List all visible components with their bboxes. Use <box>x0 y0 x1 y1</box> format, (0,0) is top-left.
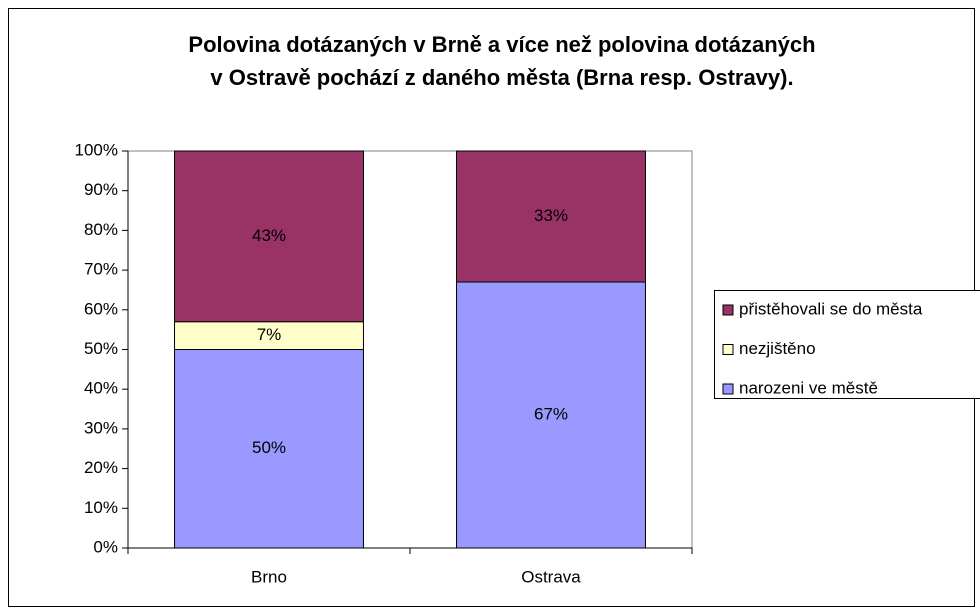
chart-title: Polovina dotázaných v Brně a více než po… <box>188 32 815 57</box>
y-tick-label: 30% <box>84 418 118 437</box>
data-label: 33% <box>534 206 568 225</box>
data-label: 50% <box>252 438 286 457</box>
legend-label: přistěhovali se do města <box>739 299 923 318</box>
chart-title: v Ostravě pochází z daného města (Brna r… <box>210 65 793 90</box>
bar-segment <box>456 150 646 283</box>
y-tick-label: 0% <box>93 537 118 556</box>
bar-segment <box>174 150 364 323</box>
legend-label: nezjištěno <box>739 339 816 358</box>
x-tick-label: Ostrava <box>521 567 581 586</box>
bar-segment <box>174 321 364 350</box>
legend-label: narozeni ve městě <box>739 378 878 397</box>
legend-swatch <box>722 304 734 316</box>
legend-box <box>714 290 980 399</box>
legend-swatch <box>722 383 734 395</box>
y-tick-label: 100% <box>75 140 118 159</box>
y-tick-label: 10% <box>84 498 118 517</box>
y-tick-label: 70% <box>84 260 118 279</box>
y-tick-label: 60% <box>84 299 118 318</box>
y-tick-label: 40% <box>84 379 118 398</box>
bar-segment <box>456 281 646 549</box>
data-label: 43% <box>252 226 286 245</box>
bar-segment <box>174 349 364 549</box>
data-label: 7% <box>257 325 282 344</box>
x-tick-label: Brno <box>251 567 287 586</box>
y-tick-label: 20% <box>84 458 118 477</box>
data-label: 67% <box>534 404 568 423</box>
y-tick-label: 90% <box>84 180 118 199</box>
legend-swatch <box>722 344 734 355</box>
y-tick-label: 80% <box>84 220 118 239</box>
y-tick-label: 50% <box>84 339 118 358</box>
